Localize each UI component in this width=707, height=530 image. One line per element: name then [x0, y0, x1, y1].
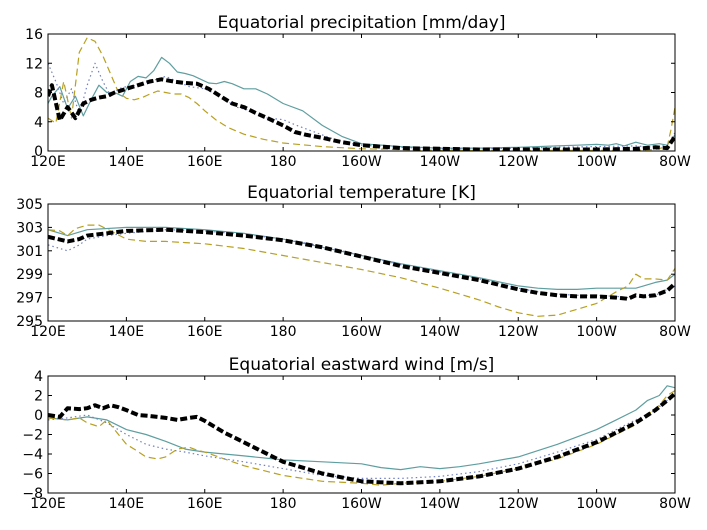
series-line-3 [48, 62, 675, 150]
x-tick-label: 140W [420, 324, 461, 340]
y-tick-label: 12 [25, 56, 43, 72]
series-line-1 [48, 226, 675, 290]
x-tick-label: 120W [498, 324, 539, 340]
chart-title: Equatorial temperature [K] [247, 183, 476, 203]
x-tick-label: 120E [30, 496, 66, 512]
y-tick-label: −4 [22, 447, 43, 463]
series-line-4 [48, 392, 675, 486]
plot-frame [47, 33, 676, 152]
series-line-4 [48, 77, 675, 151]
y-tick-label: 301 [16, 244, 43, 260]
x-tick-label: 140E [109, 496, 145, 512]
series-group [48, 385, 675, 486]
y-tick-label: 0 [34, 144, 43, 160]
plot-frame [47, 203, 676, 322]
x-tick-label: 80W [659, 324, 691, 340]
y-tick-label: 305 [16, 197, 43, 213]
y-tick-label: 4 [34, 115, 43, 131]
x-tick-label: 160E [187, 154, 223, 170]
y-tick-label: 2 [34, 389, 43, 405]
chart-title: Equatorial eastward wind [m/s] [229, 355, 495, 375]
y-tick-label: 299 [16, 267, 43, 283]
x-tick-label: 140W [420, 496, 461, 512]
x-tick-label: 140E [109, 154, 145, 170]
series-group [48, 37, 675, 151]
y-tick-label: 297 [16, 291, 43, 307]
plot-frame [47, 375, 676, 494]
x-tick-label: 120E [30, 324, 66, 340]
series-line-3 [48, 394, 675, 479]
x-tick-label: 120W [498, 496, 539, 512]
chart-panel-2: Equatorial temperature [K] 120E 140E 160E 18… [16, 183, 691, 340]
x-tick-label: 100W [576, 154, 617, 170]
x-tick-label: 160W [341, 324, 382, 340]
series-line-1 [48, 385, 675, 471]
y-tick-label: −8 [22, 486, 43, 502]
y-tick-label: 303 [16, 220, 43, 236]
x-tick-label: 100W [576, 496, 617, 512]
chart-title: Equatorial precipitation [mm/day] [218, 13, 506, 33]
y-tick-label: 295 [16, 314, 43, 330]
series-line-2 [48, 37, 675, 151]
series-line-4 [48, 227, 675, 301]
x-tick-label: 100W [576, 324, 617, 340]
y-tick-label: −2 [22, 428, 43, 444]
x-tick-label: 140E [109, 324, 145, 340]
y-tick-label: 8 [34, 86, 43, 102]
x-tick-label: 180 [270, 154, 297, 170]
x-tick-label: 140W [420, 154, 461, 170]
x-tick-label: 160W [341, 154, 382, 170]
series-line-2 [48, 224, 675, 317]
x-tick-label: 80W [659, 496, 691, 512]
x-tick-label: 160E [187, 324, 223, 340]
chart-panel-1: Equatorial precipitation [mm/day] 120E 140… [25, 13, 691, 170]
chart-panel-3: Equatorial eastward wind [m/s] 120E 140E 16… [22, 355, 691, 512]
y-tick-label: 0 [34, 408, 43, 424]
series-line-3 [48, 229, 675, 299]
x-tick-label: 80W [659, 154, 691, 170]
y-tick-label: 16 [25, 27, 43, 43]
x-tick-label: 180 [270, 496, 297, 512]
y-tick-label: −6 [22, 467, 43, 483]
x-tick-label: 180 [270, 324, 297, 340]
series-group [48, 224, 675, 317]
series-line-1 [48, 56, 675, 149]
x-tick-label: 120W [498, 154, 539, 170]
series-line-2 [48, 390, 675, 486]
x-tick-label: 160W [341, 496, 382, 512]
x-tick-label: 160E [187, 496, 223, 512]
x-tick-label: 120E [30, 154, 66, 170]
y-tick-label: 4 [34, 369, 43, 385]
